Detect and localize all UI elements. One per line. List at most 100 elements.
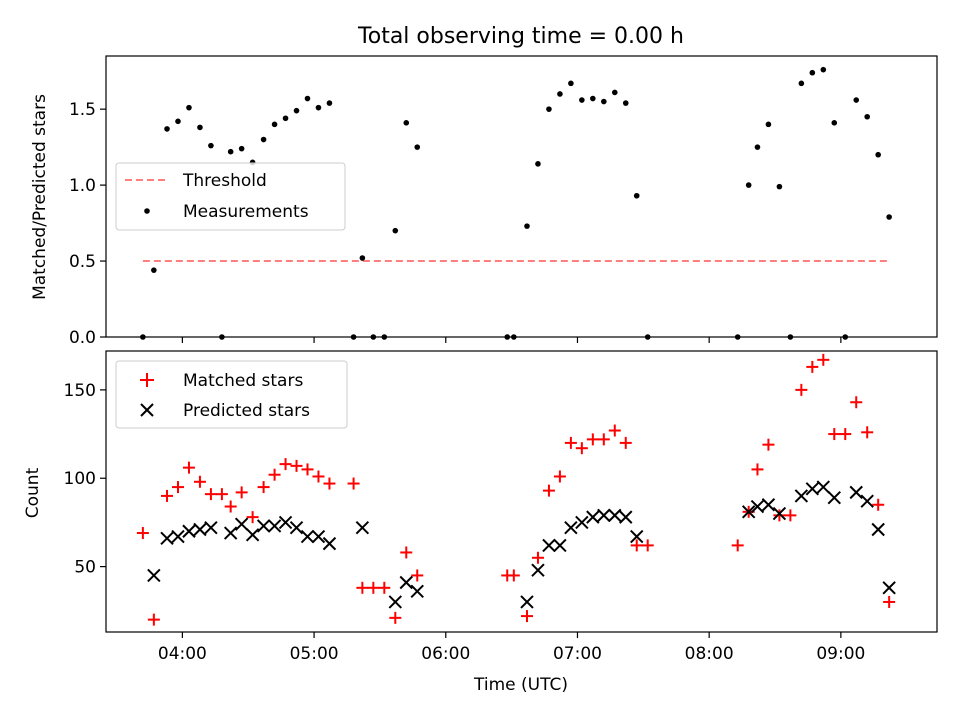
measurement-point	[524, 223, 530, 229]
predicted-star-point	[750, 499, 765, 514]
measurement-point	[644, 334, 651, 340]
predicted-star-point	[619, 510, 633, 524]
matched-star-point	[795, 383, 808, 396]
measurement-point	[734, 334, 741, 340]
measurement-point	[831, 120, 838, 126]
measurement-point	[326, 100, 333, 106]
matched-star-point	[257, 481, 270, 494]
predicted-star-point	[193, 522, 207, 537]
predicted-star-point	[882, 581, 896, 595]
predicted-star-point	[553, 538, 567, 553]
matched-star-point	[367, 581, 380, 594]
measurement-point	[765, 121, 772, 128]
matched-star-point	[861, 426, 874, 439]
predicted-star-point	[355, 521, 370, 535]
legend-matched-label: Matched stars	[183, 371, 303, 391]
matched-star-point	[542, 484, 555, 497]
count-y-tick-label: 100	[64, 469, 96, 489]
ratio-y-tick-label: 0.5	[69, 252, 96, 272]
matched-star-point	[312, 470, 325, 483]
predicted-star-point	[289, 521, 304, 535]
matched-star-point	[564, 436, 577, 449]
measurement-point	[175, 118, 181, 125]
measurement-point	[164, 126, 170, 132]
matched-star-point	[193, 475, 206, 488]
measurement-point	[381, 334, 388, 340]
measurement-point	[282, 115, 289, 122]
count-y-tick-label: 50	[74, 558, 96, 578]
predicted-star-point	[160, 531, 174, 546]
measurement-point	[151, 267, 157, 273]
measurement-point	[504, 334, 511, 340]
predicted-star-point	[410, 584, 424, 599]
legend-measurements-label: Measurements	[183, 202, 309, 222]
matched-star-point	[872, 498, 885, 511]
predicted-star-point	[322, 536, 337, 551]
measurement-point	[535, 161, 541, 167]
measurement-point	[238, 145, 245, 152]
ratio-legend: Threshold Measurements	[115, 162, 346, 231]
predicted-star-point	[204, 521, 218, 535]
matched-star-point	[731, 539, 744, 552]
matched-star-point	[507, 569, 520, 582]
predicted-star-point	[311, 529, 326, 544]
matched-star-point	[171, 481, 184, 494]
measurement-point	[186, 104, 192, 111]
matched-star-point	[347, 477, 360, 490]
matched-star-point	[268, 468, 281, 481]
count-y-axis-ticks: 50 100 150	[64, 381, 106, 578]
measurement-point	[260, 136, 267, 143]
measurement-point	[579, 97, 585, 103]
predicted-star-point	[531, 563, 545, 577]
matched-star-point	[817, 353, 830, 366]
count-x-tick-label: 08:00	[685, 644, 734, 664]
measurement-point	[776, 183, 783, 190]
ratio-y-axis-label: Matched/Predicted stars	[30, 94, 50, 300]
measurement-point	[293, 107, 300, 114]
predicted-star-point	[223, 526, 238, 540]
matched-star-point	[204, 488, 217, 501]
predicted-star-point	[827, 490, 841, 505]
matched-star-point	[400, 546, 413, 559]
matched-star-point	[806, 360, 819, 373]
matched-star-point	[246, 511, 259, 524]
ratio-y-axis-ticks: 0.0 0.5 1.0 1.5	[69, 100, 106, 348]
matched-star-point	[828, 428, 841, 441]
matched-star-point	[784, 509, 797, 522]
measurement-point	[370, 334, 377, 340]
legend-predicted-label: Predicted stars	[183, 401, 310, 421]
measurement-point	[271, 121, 278, 128]
ratio-y-tick-label: 1.0	[69, 176, 96, 196]
predicted-star-point	[575, 515, 589, 530]
predicted-star-point	[741, 505, 756, 519]
measurement-point	[601, 98, 607, 105]
matched-star-point	[215, 488, 228, 501]
predicted-star-point	[794, 489, 809, 503]
matched-star-point	[224, 500, 237, 513]
measurement-point	[511, 334, 517, 340]
measurement-point	[875, 151, 881, 158]
measurement-point	[633, 192, 640, 199]
measurement-point	[557, 91, 563, 97]
measurement-point	[864, 113, 871, 120]
predicted-star-point	[256, 519, 271, 533]
matched-star-point	[597, 433, 610, 446]
predicted-star-point	[597, 508, 611, 523]
measurement-point	[568, 80, 574, 87]
measurement-point	[798, 80, 805, 87]
matched-star-point	[762, 438, 775, 451]
measurement-point	[546, 106, 552, 112]
matched-star-point	[290, 459, 303, 472]
predicted-star-point	[234, 517, 249, 531]
measurement-point	[414, 144, 421, 150]
predicted-star-point	[586, 510, 600, 524]
count-y-axis-label: Count	[23, 467, 43, 518]
legend-matched-swatch	[140, 373, 154, 387]
count-x-tick-label: 06:00	[421, 644, 470, 664]
count-legend: Matched stars Predicted stars	[115, 360, 348, 429]
matched-star-point	[630, 539, 643, 552]
count-y-tick-label: 150	[64, 381, 96, 401]
matched-star-point	[136, 527, 149, 540]
matched-star-point	[608, 424, 621, 437]
